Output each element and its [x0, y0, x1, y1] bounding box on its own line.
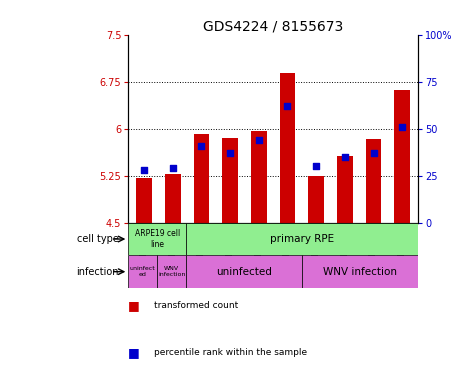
- Text: ■: ■: [128, 346, 140, 359]
- Bar: [193, 134, 209, 223]
- Text: WNV infection: WNV infection: [323, 266, 397, 277]
- Bar: [136, 177, 152, 223]
- Point: [198, 142, 205, 149]
- Text: transformed count: transformed count: [154, 301, 238, 310]
- Bar: [186, 255, 302, 288]
- Bar: [222, 138, 238, 223]
- Point: [370, 150, 377, 156]
- Bar: [308, 176, 324, 223]
- Point: [341, 154, 349, 160]
- Bar: [128, 223, 186, 255]
- Point: [284, 103, 291, 109]
- Text: WNV
infection: WNV infection: [158, 266, 185, 277]
- Bar: [251, 131, 266, 223]
- Point: [313, 163, 320, 169]
- Point: [140, 167, 148, 173]
- Bar: [366, 139, 381, 223]
- Bar: [128, 255, 157, 288]
- Text: infection: infection: [76, 266, 119, 277]
- Point: [399, 124, 406, 130]
- Text: uninfected: uninfected: [216, 266, 272, 277]
- Title: GDS4224 / 8155673: GDS4224 / 8155673: [203, 20, 343, 33]
- Bar: [302, 255, 418, 288]
- Text: primary RPE: primary RPE: [270, 234, 334, 244]
- Text: cell type: cell type: [77, 234, 119, 244]
- Text: ■: ■: [128, 300, 140, 313]
- Point: [226, 150, 234, 156]
- Text: uninfect
ed: uninfect ed: [130, 266, 156, 277]
- Bar: [186, 223, 418, 255]
- Text: ARPE19 cell
line: ARPE19 cell line: [134, 229, 180, 249]
- Point: [255, 137, 263, 143]
- Bar: [157, 255, 186, 288]
- Bar: [394, 90, 410, 223]
- Text: percentile rank within the sample: percentile rank within the sample: [154, 348, 307, 356]
- Bar: [337, 156, 353, 223]
- Bar: [165, 174, 180, 223]
- Bar: [280, 73, 295, 223]
- Point: [169, 165, 177, 171]
